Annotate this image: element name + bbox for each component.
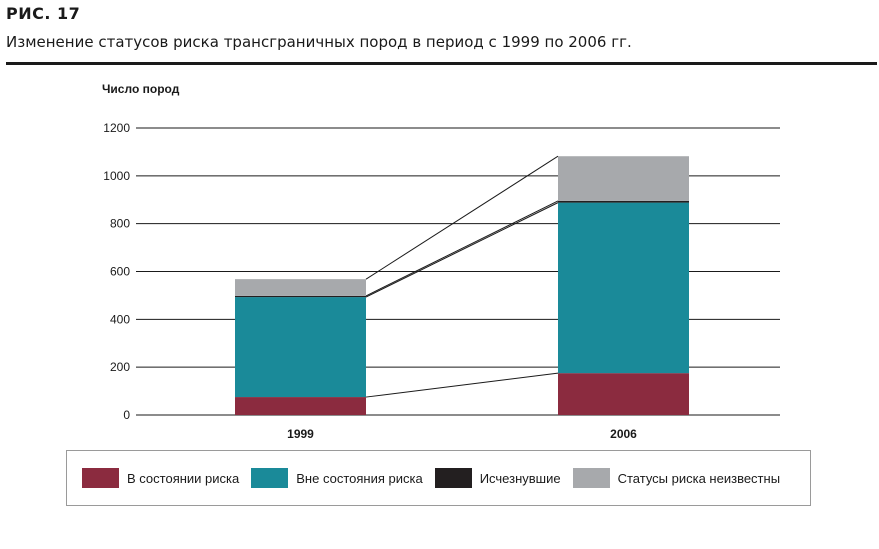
legend-label: В состоянии риска — [127, 470, 240, 486]
figure-number: РИС. 17 — [6, 4, 81, 23]
y-tick-label: 1000 — [103, 169, 130, 183]
title-rule — [6, 62, 877, 65]
legend-item: В состоянии риска — [82, 468, 239, 488]
legend: В состоянии риска Вне состояния риска Исче… — [66, 450, 811, 506]
bar-segment — [235, 297, 366, 398]
y-tick-label: 1200 — [103, 121, 130, 135]
legend-swatch — [434, 468, 472, 488]
legend-item: Вне состояния риска — [251, 468, 423, 488]
y-axis-label: Число пород — [102, 82, 180, 96]
y-tick-label: 800 — [110, 217, 130, 231]
bar-segment — [235, 279, 366, 296]
y-tick-label: 600 — [110, 265, 130, 279]
x-category-label: 1999 — [287, 427, 314, 441]
y-tick-label: 400 — [110, 312, 130, 326]
connector-line — [365, 200, 559, 297]
bar-segment — [558, 200, 689, 203]
bar-segment — [558, 202, 689, 374]
legend-item: Статусы риска неизвестны — [572, 468, 781, 488]
bar-segment — [558, 156, 689, 201]
stacked-bar-chart: Число пород 0 200 400 600 800 1000 1200 1999 20… — [102, 82, 780, 441]
connector-line — [365, 372, 559, 398]
legend-label: Вне состояния риска — [296, 470, 423, 486]
bar-segment — [558, 373, 689, 415]
x-category-labels: 1999 2006 — [287, 427, 637, 441]
y-tick-label: 200 — [110, 360, 130, 374]
bars — [235, 156, 689, 415]
figure-caption: Изменение статусов риска трансграничных … — [6, 33, 632, 51]
y-tick-labels: 0 200 400 600 800 1000 1200 — [103, 121, 130, 422]
connector-lines — [365, 155, 559, 398]
legend-swatch — [572, 468, 610, 488]
bar-segment — [235, 397, 366, 415]
connector-line — [365, 202, 559, 298]
bar-segment — [235, 295, 366, 298]
legend-item: Исчезнувшие — [434, 468, 561, 488]
legend-label: Статусы риска неизвестны — [617, 470, 781, 486]
legend-swatch — [82, 468, 119, 488]
legend-label: Исчезнувшие — [479, 470, 561, 486]
legend-swatch — [251, 468, 289, 488]
x-category-label: 2006 — [610, 427, 637, 441]
y-tick-label: 0 — [123, 408, 130, 422]
connector-line — [365, 155, 559, 280]
